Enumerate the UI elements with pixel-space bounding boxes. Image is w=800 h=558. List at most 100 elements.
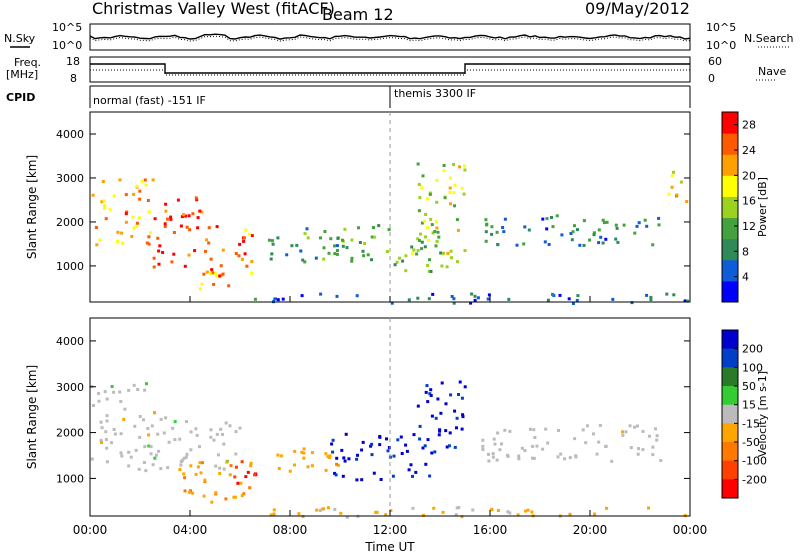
echo-cell — [392, 454, 396, 458]
echo-cell — [336, 249, 339, 252]
echo-cell — [196, 226, 200, 230]
echo-cell — [360, 478, 364, 482]
echo-cell — [502, 230, 506, 234]
echo-cell — [318, 509, 322, 512]
echo-cell — [546, 441, 550, 445]
echo-cell — [211, 271, 215, 275]
echo-cell — [605, 220, 609, 224]
echo-cell — [343, 227, 347, 231]
echo-cell — [129, 455, 133, 459]
echo-cell — [449, 249, 453, 253]
echo-cell — [210, 268, 214, 272]
echo-cell — [679, 180, 683, 184]
echo-cell — [543, 240, 547, 244]
echo-cell — [288, 469, 292, 473]
echo-cell — [599, 235, 603, 239]
echo-cell — [196, 465, 200, 469]
echo-cell — [400, 452, 404, 455]
echo-cell — [149, 445, 153, 449]
echo-cell — [597, 440, 601, 444]
echo-cell — [412, 433, 416, 437]
echo-cell — [232, 495, 236, 499]
echo-cell — [517, 457, 521, 461]
echo-cell — [535, 444, 539, 448]
echo-cell — [616, 240, 620, 244]
echo-cell — [439, 251, 443, 255]
echo-cell — [430, 451, 434, 455]
echo-cell — [178, 468, 182, 471]
echo-cell — [227, 284, 231, 288]
echo-cell — [416, 249, 420, 252]
echo-cell — [541, 447, 545, 451]
echo-cell — [411, 252, 415, 255]
echo-cell — [147, 235, 151, 239]
echo-cell — [584, 441, 588, 445]
echo-cell — [132, 192, 136, 196]
echo-cell — [436, 230, 440, 234]
echo-cell — [303, 260, 307, 264]
echo-cell — [641, 448, 645, 452]
echo-cell — [421, 174, 425, 178]
echo-cell — [326, 455, 330, 459]
echo-cell — [629, 446, 633, 450]
echo-cell — [269, 257, 273, 261]
echo-cell — [171, 426, 175, 430]
echo-cell — [120, 231, 124, 235]
echo-cell — [377, 224, 381, 228]
echo-cell — [102, 199, 106, 203]
echo-cell — [426, 400, 430, 404]
echo-cell — [418, 196, 422, 200]
echo-cell — [401, 259, 405, 263]
echo-cell — [100, 441, 103, 444]
echo-cell — [654, 427, 657, 431]
echo-cell — [569, 232, 573, 235]
echo-cell — [428, 258, 431, 262]
x-tick-label: 00:00 — [673, 523, 708, 537]
echo-cell — [659, 459, 663, 462]
echo-cell — [234, 430, 238, 434]
echo-cell — [122, 417, 126, 421]
echo-cell — [560, 233, 564, 237]
echo-cell — [156, 236, 160, 240]
echo-cell — [573, 437, 577, 441]
echo-cell — [384, 513, 388, 517]
echo-cell — [415, 252, 419, 256]
echo-cell — [437, 235, 441, 239]
echo-cell — [198, 209, 202, 213]
echo-cell — [453, 445, 457, 449]
echo-cell — [628, 424, 632, 428]
echo-cell — [487, 459, 491, 463]
echo-cell — [522, 242, 526, 246]
echo-cell — [188, 490, 191, 494]
station-title: Christmas Valley West (fitACF) — [92, 0, 335, 18]
echo-cell — [581, 428, 585, 432]
echo-cell — [105, 419, 109, 423]
echo-cell — [300, 450, 304, 454]
echo-cell — [180, 215, 184, 219]
echo-cell — [624, 430, 628, 434]
echo-cell — [532, 428, 536, 432]
echo-cell — [233, 475, 237, 479]
echo-cell — [344, 432, 348, 436]
echo-cell — [438, 428, 442, 432]
echo-cell — [592, 231, 596, 235]
colorbar-swatch — [722, 175, 738, 197]
echo-cell — [528, 427, 532, 431]
echo-cell — [95, 243, 99, 247]
echo-cell — [164, 202, 168, 206]
echo-cell — [450, 295, 454, 298]
echo-cell — [578, 243, 582, 247]
echo-cell — [334, 473, 338, 477]
echo-cell — [523, 225, 527, 229]
nsky-label: N.Sky — [4, 32, 36, 45]
echo-cell — [507, 297, 511, 301]
echo-cell — [426, 438, 430, 442]
echo-cell — [105, 446, 109, 450]
echo-cell — [330, 442, 334, 446]
colorbar-tick-label: 100 — [742, 361, 763, 374]
echo-cell — [647, 506, 650, 510]
echo-cell — [614, 223, 618, 227]
echo-cell — [276, 453, 280, 457]
echo-cell — [440, 264, 444, 268]
echo-cell — [558, 293, 562, 297]
